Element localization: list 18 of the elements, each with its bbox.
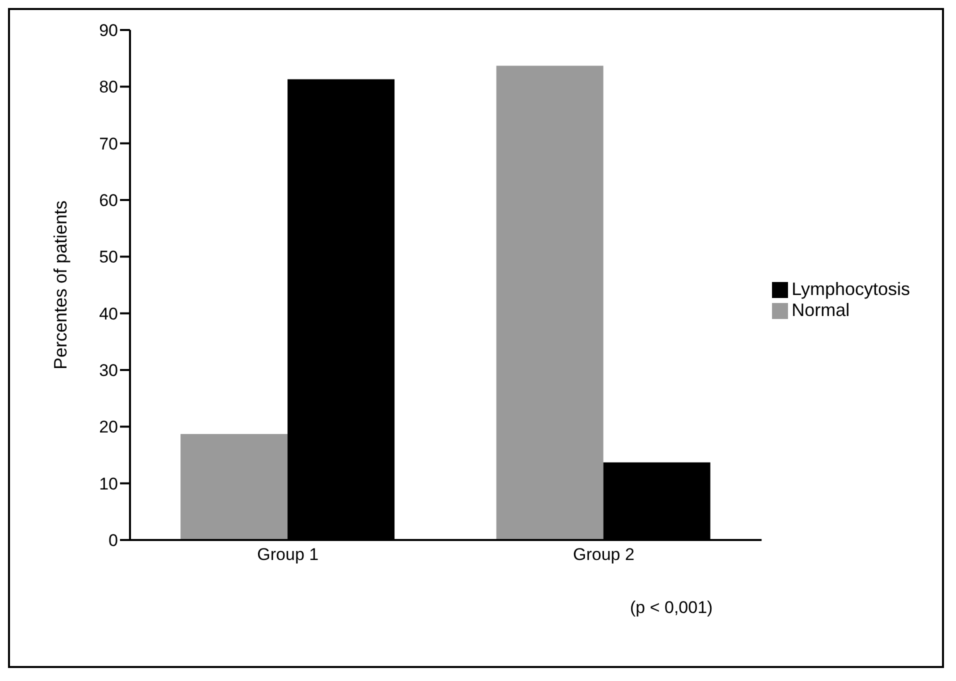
y-tick-label: 30: [99, 361, 118, 380]
y-tick-label: 90: [99, 21, 118, 40]
text: (p < 0,001): [630, 598, 713, 618]
bar: [496, 66, 604, 540]
y-tick-label: 40: [99, 304, 118, 324]
bar: [180, 434, 288, 540]
legend-label: Normal: [792, 300, 850, 320]
y-tick-label: 10: [99, 474, 118, 494]
x-tick-label: Group 1: [257, 545, 319, 564]
y-tick-label: 20: [99, 418, 118, 437]
y-tick-label: 70: [99, 134, 118, 154]
y-tick-label: 60: [99, 191, 118, 210]
y-tick-label: 80: [99, 78, 118, 97]
legend-label: Lymphocytosis: [792, 279, 910, 299]
y-axis-title: Percentes of patients: [50, 200, 70, 370]
y-tick-label: 50: [99, 248, 118, 267]
y-tick-label: 0: [108, 531, 118, 550]
x-tick-label: Group 2: [572, 545, 634, 564]
